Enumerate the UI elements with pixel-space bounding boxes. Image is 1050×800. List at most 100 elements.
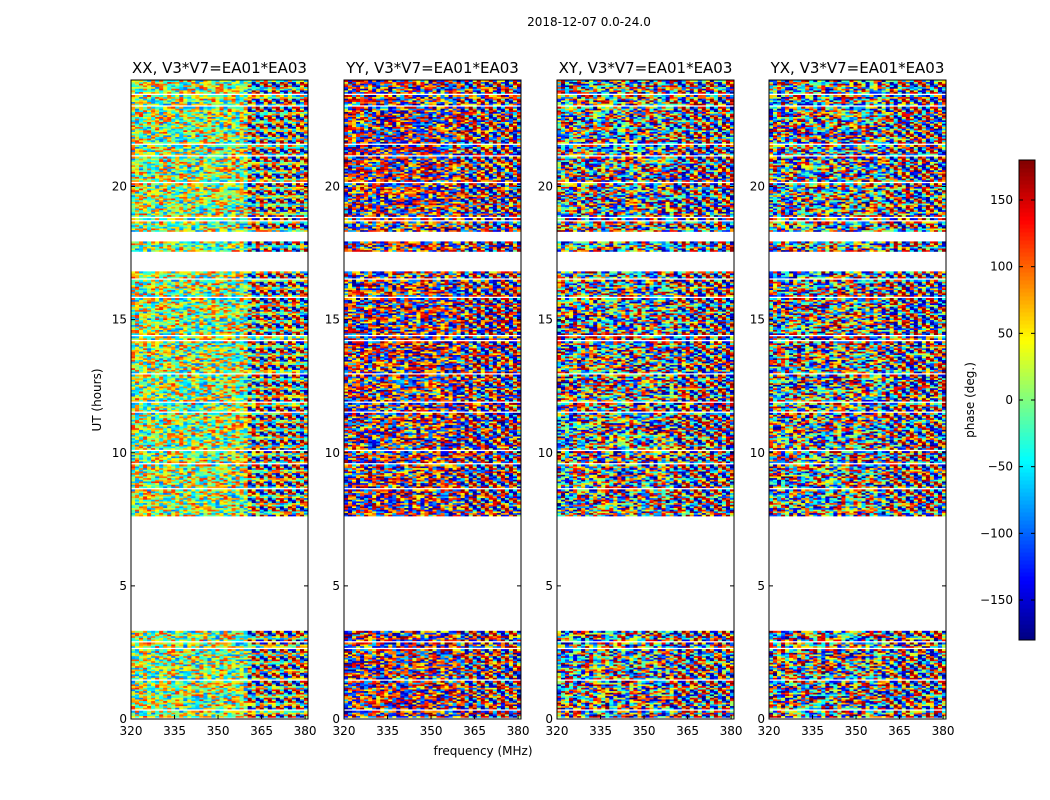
waterfall-cell xyxy=(263,682,269,685)
waterfall-cell xyxy=(143,715,148,718)
waterfall-cell xyxy=(183,419,188,422)
waterfall-cell xyxy=(231,456,236,459)
waterfall-cell xyxy=(167,635,172,638)
waterfall-cell xyxy=(243,472,248,475)
waterfall-cell xyxy=(163,694,168,697)
waterfall-cell xyxy=(271,506,277,509)
waterfall-cell xyxy=(279,512,285,515)
waterfall-cell xyxy=(251,441,256,444)
waterfall-cell xyxy=(167,489,172,492)
waterfall-cell xyxy=(211,664,216,667)
waterfall-cell xyxy=(263,710,269,713)
waterfall-cell xyxy=(147,510,152,514)
waterfall-cell xyxy=(275,664,281,667)
waterfall-cell xyxy=(135,699,140,702)
waterfall-cell xyxy=(143,484,148,487)
waterfall-cell xyxy=(219,466,224,469)
waterfall-cell xyxy=(291,690,297,693)
waterfall-cell xyxy=(171,639,176,642)
waterfall-cell xyxy=(199,476,204,479)
waterfall-cell xyxy=(175,657,180,660)
waterfall-cell xyxy=(267,637,273,640)
waterfall-cell xyxy=(219,667,224,670)
waterfall-cell xyxy=(291,427,297,430)
waterfall-cell xyxy=(175,466,180,469)
waterfall-cell xyxy=(271,650,277,653)
waterfall-cell xyxy=(171,642,176,645)
waterfall-cell xyxy=(155,659,160,662)
waterfall-cell xyxy=(203,657,208,660)
waterfall-cell xyxy=(207,702,212,705)
waterfall-cell xyxy=(191,514,196,517)
waterfall-cell xyxy=(243,456,248,459)
waterfall-cell xyxy=(167,677,172,680)
waterfall-cell xyxy=(215,437,220,440)
waterfall-cell xyxy=(223,687,228,690)
waterfall-cell xyxy=(231,665,236,668)
waterfall-cell xyxy=(231,650,236,653)
waterfall-cell xyxy=(151,664,156,667)
waterfall-cell xyxy=(139,477,144,480)
waterfall-cell xyxy=(159,514,164,517)
waterfall-cell xyxy=(167,502,172,505)
waterfall-cell xyxy=(243,474,248,477)
waterfall-cell xyxy=(163,692,168,695)
waterfall-cell xyxy=(183,499,188,502)
waterfall-cell xyxy=(235,496,240,499)
waterfall-cell xyxy=(203,417,208,420)
waterfall-cell xyxy=(235,482,240,485)
waterfall-cell xyxy=(275,632,281,635)
waterfall-cell xyxy=(167,659,172,662)
waterfall-cell xyxy=(171,502,176,505)
waterfall-cell xyxy=(207,442,212,445)
waterfall-cell xyxy=(283,421,289,424)
waterfall-cell xyxy=(279,694,285,697)
waterfall-cell xyxy=(191,506,196,509)
waterfall-cell xyxy=(291,639,297,642)
waterfall-cell xyxy=(183,510,188,514)
waterfall-cell xyxy=(203,670,208,673)
waterfall-cell xyxy=(147,695,152,698)
waterfall-cell xyxy=(203,489,208,492)
waterfall-cell xyxy=(207,471,212,474)
waterfall-cell xyxy=(203,632,208,635)
waterfall-cell xyxy=(147,632,152,635)
waterfall-cell xyxy=(267,412,273,415)
waterfall-cell xyxy=(147,422,152,425)
waterfall-cell xyxy=(147,436,152,439)
waterfall-cell xyxy=(155,447,160,450)
waterfall-cell xyxy=(299,442,305,445)
waterfall-cell xyxy=(219,710,224,713)
waterfall-cell xyxy=(183,464,188,467)
waterfall-cell xyxy=(199,630,204,633)
waterfall-cell xyxy=(255,665,261,668)
waterfall-cell xyxy=(243,675,248,678)
waterfall-cell xyxy=(251,635,256,638)
waterfall-cell xyxy=(163,667,168,670)
waterfall-cell xyxy=(235,690,240,693)
waterfall-cell xyxy=(267,467,273,470)
waterfall-cell xyxy=(159,714,164,717)
waterfall-cell xyxy=(207,710,212,713)
waterfall-cell xyxy=(247,439,252,442)
waterfall-cell xyxy=(263,705,269,708)
waterfall-cell xyxy=(303,514,308,517)
waterfall-cell xyxy=(287,509,293,512)
waterfall-cell xyxy=(203,404,208,407)
waterfall-cell xyxy=(147,700,152,703)
waterfall-cell xyxy=(223,464,228,467)
waterfall-cell xyxy=(243,446,248,449)
waterfall-cell xyxy=(283,692,289,695)
waterfall-cell xyxy=(275,429,281,432)
waterfall-cell xyxy=(131,692,136,695)
waterfall-cell xyxy=(195,454,200,457)
waterfall-cell xyxy=(235,510,240,514)
waterfall-cell xyxy=(251,660,256,663)
waterfall-cell xyxy=(139,499,144,502)
waterfall-cell xyxy=(295,704,301,707)
waterfall-cell xyxy=(243,426,248,429)
waterfall-cell xyxy=(211,492,216,495)
waterfall-cell xyxy=(287,704,293,707)
waterfall-cell xyxy=(147,642,152,645)
waterfall-cell xyxy=(187,649,192,652)
